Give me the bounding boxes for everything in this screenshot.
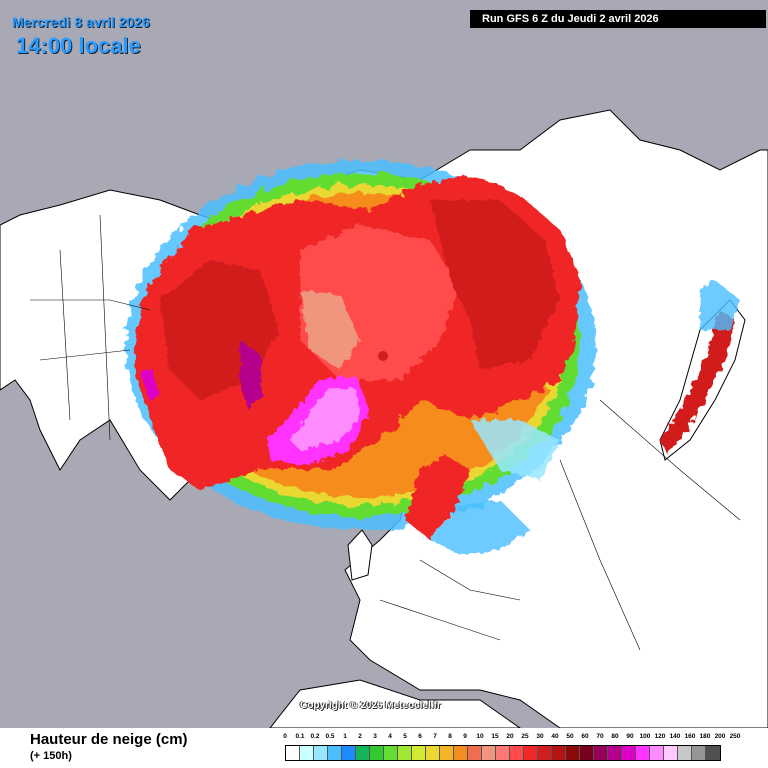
lead-time-label: (+ 150h) bbox=[30, 750, 72, 762]
legend-tick: 90 bbox=[626, 733, 634, 740]
legend-swatch bbox=[692, 746, 706, 760]
snow-scandinavia bbox=[405, 455, 470, 540]
snow-japan-band bbox=[660, 310, 735, 455]
legend-swatch bbox=[356, 746, 370, 760]
run-info: Run GFS 6 Z du Jeudi 2 avril 2026 bbox=[470, 10, 766, 28]
legend-tick: 0 bbox=[283, 733, 287, 740]
legend-swatch bbox=[622, 746, 636, 760]
legend-swatch bbox=[286, 746, 300, 760]
africa-north-land bbox=[269, 679, 521, 728]
legend-tick: 50 bbox=[566, 733, 574, 740]
legend-tick: 160 bbox=[684, 733, 696, 740]
legend-swatch bbox=[496, 746, 510, 760]
legend-swatch bbox=[594, 746, 608, 760]
legend-tick: 100 bbox=[639, 733, 651, 740]
legend-swatch bbox=[636, 746, 650, 760]
legend-tick: 80 bbox=[611, 733, 619, 740]
legend-swatch bbox=[300, 746, 314, 760]
legend-color-scale bbox=[285, 745, 721, 761]
legend-tick: 7 bbox=[433, 733, 437, 740]
legend-swatch bbox=[440, 746, 454, 760]
british-isles-land bbox=[347, 529, 373, 581]
boundaries bbox=[30, 214, 741, 651]
copyright: Copyright © 2026 Meteociel.fr bbox=[300, 700, 441, 711]
legend-swatch bbox=[552, 746, 566, 760]
legend-swatch bbox=[370, 746, 384, 760]
legend-swatch bbox=[650, 746, 664, 760]
valid-date: Mercredi 8 avril 2026 bbox=[12, 14, 150, 30]
legend-tick: 2 bbox=[358, 733, 362, 740]
north-pole-marker bbox=[378, 351, 388, 361]
legend-tick: 200 bbox=[714, 733, 726, 740]
legend-tick: 20 bbox=[506, 733, 514, 740]
legend-swatch bbox=[482, 746, 496, 760]
snow-arctic-ice-orange bbox=[300, 290, 360, 370]
legend-tick: 25 bbox=[521, 733, 529, 740]
legend-swatch bbox=[678, 746, 692, 760]
legend-tick: 9 bbox=[463, 733, 467, 740]
legend-tick: 30 bbox=[536, 733, 544, 740]
valid-time: 14:00 locale bbox=[16, 33, 141, 58]
legend-tick: 8 bbox=[448, 733, 452, 740]
legend-swatch bbox=[384, 746, 398, 760]
variable-label: Hauteur de neige (cm) bbox=[30, 731, 188, 748]
legend-bar: Hauteur de neige (cm) (+ 150h) 0 0.1 0.2 0.… bbox=[0, 728, 768, 768]
legend-swatch bbox=[328, 746, 342, 760]
legend-tick: 70 bbox=[596, 733, 604, 740]
legend-swatch bbox=[524, 746, 538, 760]
legend-swatch bbox=[566, 746, 580, 760]
legend-tick: 15 bbox=[491, 733, 499, 740]
legend-tick: 6 bbox=[418, 733, 422, 740]
legend-tick-labels: 0 0.1 0.2 0.5 1 2 3 4 5 6 7 8 9 10 15 20 25 30 40 50 60 70 80 9… bbox=[276, 733, 756, 743]
legend-tick: 60 bbox=[581, 733, 589, 740]
snow-baffin-magenta bbox=[240, 340, 262, 410]
snow-cover bbox=[125, 160, 740, 555]
snow-alaska-magenta bbox=[140, 368, 160, 402]
legend-tick: 250 bbox=[729, 733, 741, 740]
legend-tick: 40 bbox=[551, 733, 559, 740]
legend-swatch bbox=[706, 746, 720, 760]
legend-swatch bbox=[454, 746, 468, 760]
legend-swatch bbox=[398, 746, 412, 760]
legend-swatch bbox=[426, 746, 440, 760]
snow-dark-red-siberia bbox=[430, 200, 560, 370]
snow-japan-fringe bbox=[700, 280, 740, 330]
legend-swatch bbox=[342, 746, 356, 760]
legend-swatch bbox=[412, 746, 426, 760]
legend-tick: 1 bbox=[343, 733, 347, 740]
legend-tick: 0.1 bbox=[295, 733, 305, 740]
legend-tick: 5 bbox=[403, 733, 407, 740]
legend-tick: 180 bbox=[699, 733, 711, 740]
legend-swatch bbox=[580, 746, 594, 760]
snow-siberia-fringe bbox=[470, 420, 560, 480]
legend-swatch bbox=[314, 746, 328, 760]
legend-tick: 4 bbox=[388, 733, 392, 740]
legend-swatch bbox=[608, 746, 622, 760]
legend-tick: 0.2 bbox=[310, 733, 320, 740]
snow-depth-map bbox=[0, 109, 768, 728]
legend-swatch bbox=[664, 746, 678, 760]
legend-tick: 140 bbox=[669, 733, 681, 740]
legend-swatch bbox=[538, 746, 552, 760]
snow-greenland-pink bbox=[290, 388, 360, 450]
legend-tick: 10 bbox=[476, 733, 484, 740]
legend-swatch bbox=[468, 746, 482, 760]
snow-scandinavia-fringe bbox=[430, 500, 530, 555]
legend-tick: 0.5 bbox=[325, 733, 335, 740]
legend-tick: 120 bbox=[654, 733, 666, 740]
legend-tick: 3 bbox=[373, 733, 377, 740]
legend-swatch bbox=[510, 746, 524, 760]
